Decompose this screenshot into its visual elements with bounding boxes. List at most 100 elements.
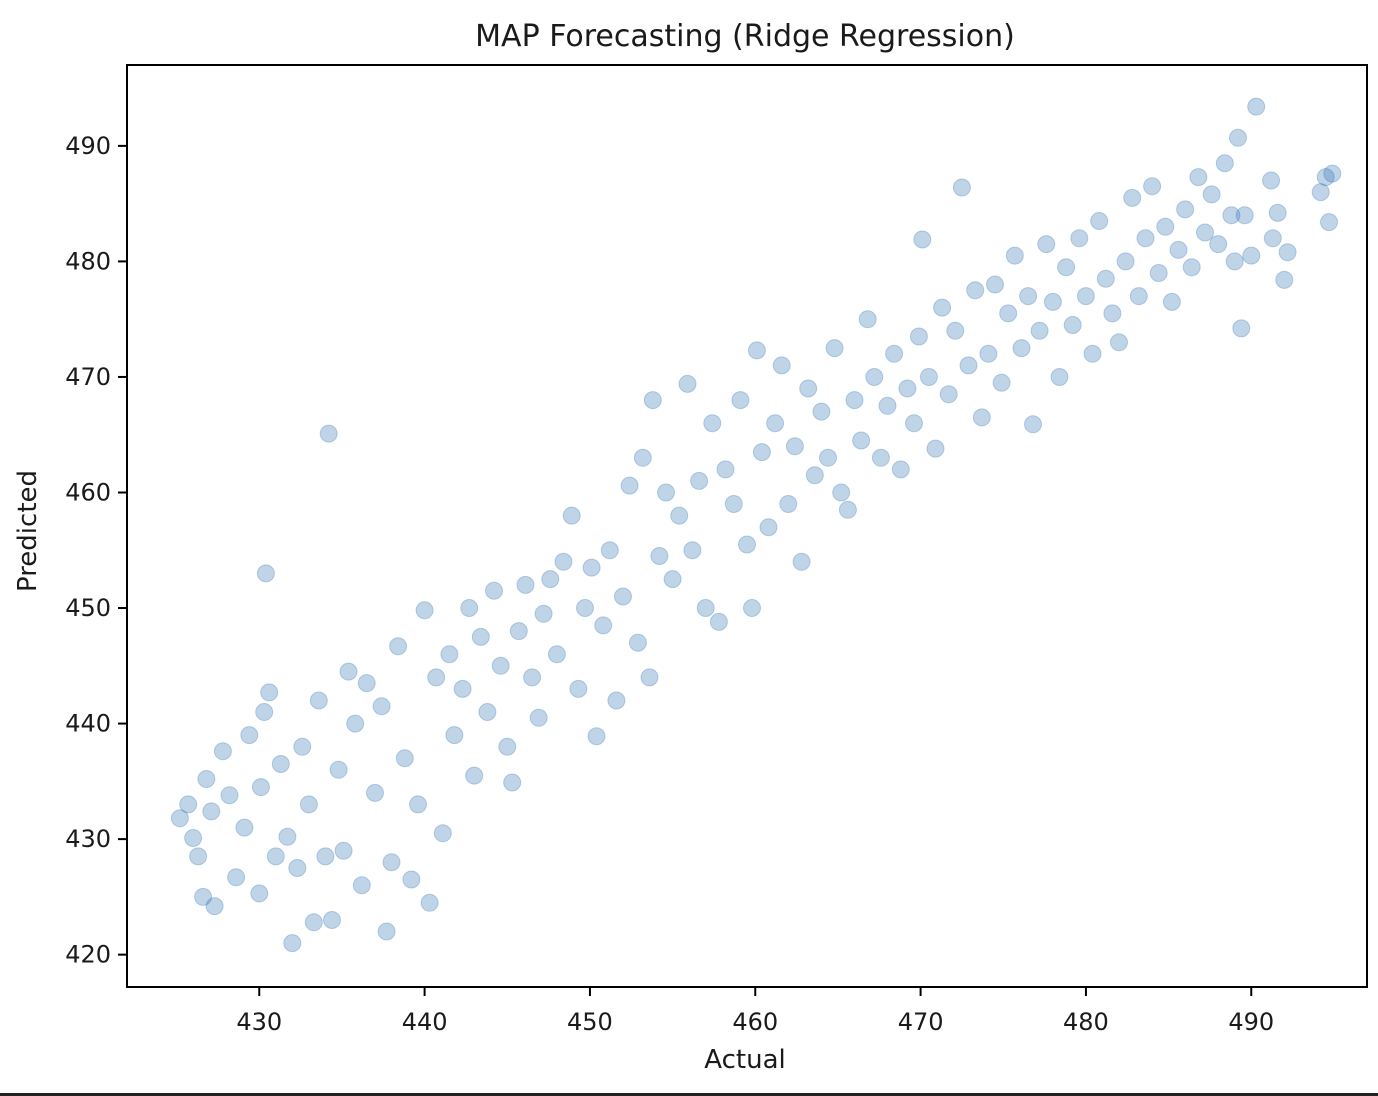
data-point (979, 344, 998, 363)
data-point (1235, 206, 1254, 225)
data-point (316, 847, 335, 866)
data-point (346, 714, 365, 733)
data-point (1076, 287, 1095, 306)
data-point (304, 913, 323, 932)
data-point (179, 795, 198, 814)
data-point (946, 321, 965, 340)
data-point (562, 506, 581, 525)
data-point (825, 339, 844, 358)
data-point (663, 570, 682, 589)
data-point (1311, 183, 1330, 202)
data-point (731, 391, 750, 410)
data-point (600, 541, 619, 560)
data-point (643, 391, 662, 410)
data-point (1143, 177, 1162, 196)
data-point (465, 766, 484, 785)
data-point (491, 656, 510, 675)
data-point (838, 500, 857, 519)
data-point (255, 703, 274, 721)
data-point (1247, 97, 1266, 116)
data-point (1268, 203, 1287, 222)
data-point (678, 374, 697, 393)
data-point (440, 645, 459, 664)
data-point (251, 778, 270, 797)
data-point (909, 327, 928, 346)
data-point (1215, 154, 1234, 173)
data-point (1242, 246, 1261, 265)
data-point (952, 178, 971, 197)
y-tick-label: 460 (65, 478, 111, 506)
data-points (170, 97, 1342, 953)
data-point (1196, 223, 1214, 242)
y-tick-label: 470 (65, 363, 111, 391)
data-point (1030, 321, 1049, 340)
data-point (905, 414, 923, 433)
data-point (640, 668, 659, 687)
data-point (235, 818, 254, 837)
data-point (785, 437, 804, 456)
data-point (628, 633, 647, 652)
data-point (299, 795, 318, 814)
y-tick-label: 420 (65, 941, 111, 969)
data-point (1116, 252, 1135, 271)
x-tick-label: 470 (898, 1008, 944, 1036)
y-axis: 420 430 440 450 460 470 480 490 (65, 132, 127, 969)
chart-title: MAP Forecasting (Ridge Regression) (475, 19, 1015, 54)
data-point (205, 897, 224, 916)
data-point (885, 344, 904, 363)
data-point (197, 770, 216, 788)
y-tick-label: 430 (65, 825, 111, 853)
data-point (620, 476, 639, 495)
data-point (170, 809, 189, 828)
data-point (858, 310, 877, 329)
data-point (357, 674, 376, 693)
data-point (250, 884, 269, 903)
data-point (1136, 229, 1155, 248)
data-point (919, 368, 938, 386)
data-point (1012, 339, 1031, 358)
x-axis: 430 440 450 460 470 480 490 (236, 987, 1274, 1036)
data-point (891, 460, 910, 479)
data-point (819, 448, 837, 467)
data-point (772, 356, 791, 375)
data-point (271, 755, 290, 773)
data-point (323, 911, 341, 929)
data-point (1050, 368, 1069, 386)
data-point (670, 506, 689, 525)
data-point (799, 379, 818, 398)
data-point (352, 876, 371, 895)
data-point (805, 466, 824, 485)
data-point (865, 368, 884, 386)
data-point (594, 616, 613, 635)
data-point (260, 683, 279, 702)
data-point (415, 601, 434, 620)
data-point (541, 570, 560, 589)
data-point (657, 483, 675, 502)
data-point (240, 726, 259, 745)
data-point (779, 495, 798, 513)
data-point (460, 599, 479, 617)
data-point (852, 431, 871, 450)
data-point (554, 552, 573, 571)
y-axis-label: Predicted (13, 470, 43, 592)
data-point (283, 934, 302, 953)
data-point (389, 637, 408, 656)
data-point (377, 922, 396, 941)
data-point (743, 599, 761, 617)
data-point (319, 424, 338, 443)
data-point (509, 622, 528, 641)
x-tick-label: 430 (236, 1008, 282, 1036)
data-point (523, 668, 542, 687)
data-point (1156, 217, 1175, 236)
data-point (752, 443, 771, 462)
data-point (871, 448, 890, 467)
data-point (999, 304, 1018, 323)
data-point (1110, 333, 1128, 352)
data-point (1057, 258, 1076, 277)
data-point (1043, 292, 1062, 311)
data-point (529, 708, 548, 727)
data-point (959, 356, 978, 375)
data-point (427, 668, 446, 687)
data-point (420, 893, 439, 912)
